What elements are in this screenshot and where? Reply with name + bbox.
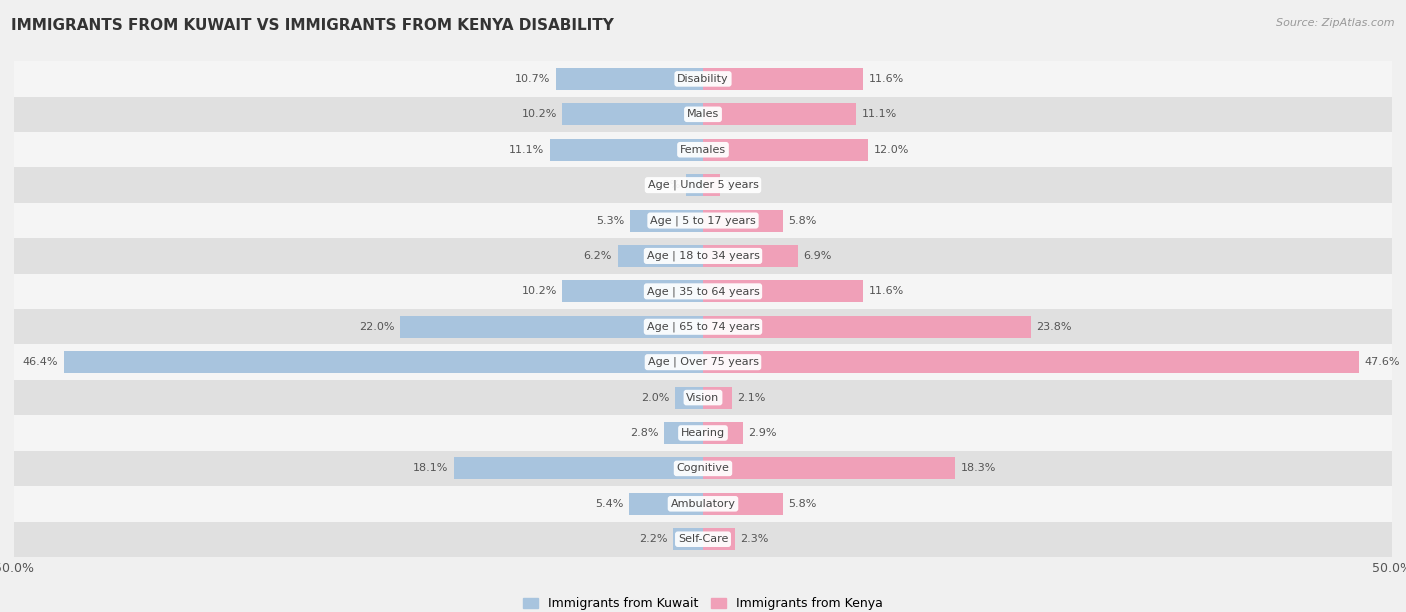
Bar — [703, 68, 863, 90]
Bar — [14, 238, 1392, 274]
Text: Age | 65 to 74 years: Age | 65 to 74 years — [647, 321, 759, 332]
Text: 10.2%: 10.2% — [522, 110, 557, 119]
Bar — [14, 132, 1392, 168]
Text: 11.1%: 11.1% — [862, 110, 897, 119]
Bar — [399, 316, 703, 338]
Bar — [703, 387, 733, 409]
Text: 10.2%: 10.2% — [522, 286, 557, 296]
Text: 6.9%: 6.9% — [804, 251, 832, 261]
Text: 18.1%: 18.1% — [413, 463, 449, 474]
Text: Age | Under 5 years: Age | Under 5 years — [648, 180, 758, 190]
Text: IMMIGRANTS FROM KUWAIT VS IMMIGRANTS FROM KENYA DISABILITY: IMMIGRANTS FROM KUWAIT VS IMMIGRANTS FRO… — [11, 18, 614, 34]
Text: 2.9%: 2.9% — [748, 428, 778, 438]
Text: Disability: Disability — [678, 74, 728, 84]
Text: 5.4%: 5.4% — [595, 499, 623, 509]
Text: 2.1%: 2.1% — [738, 392, 766, 403]
Text: Males: Males — [688, 110, 718, 119]
Text: 11.6%: 11.6% — [869, 286, 904, 296]
Text: 10.7%: 10.7% — [515, 74, 550, 84]
Bar — [14, 380, 1392, 416]
Bar — [686, 174, 703, 196]
Bar — [703, 209, 783, 231]
Text: Hearing: Hearing — [681, 428, 725, 438]
Text: 22.0%: 22.0% — [359, 322, 394, 332]
Bar — [14, 521, 1392, 557]
Bar — [703, 493, 783, 515]
Bar — [14, 61, 1392, 97]
Text: 11.6%: 11.6% — [869, 74, 904, 84]
Bar — [628, 493, 703, 515]
Text: Vision: Vision — [686, 392, 720, 403]
Text: 1.2%: 1.2% — [652, 180, 681, 190]
Bar — [555, 68, 703, 90]
Text: Age | 5 to 17 years: Age | 5 to 17 years — [650, 215, 756, 226]
Bar — [703, 316, 1031, 338]
Bar — [703, 422, 742, 444]
Text: Age | 35 to 64 years: Age | 35 to 64 years — [647, 286, 759, 297]
Bar — [675, 387, 703, 409]
Bar — [14, 97, 1392, 132]
Text: 47.6%: 47.6% — [1364, 357, 1400, 367]
Bar — [703, 174, 720, 196]
Text: 5.3%: 5.3% — [596, 215, 624, 226]
Bar — [14, 203, 1392, 238]
Bar — [562, 103, 703, 125]
Text: Self-Care: Self-Care — [678, 534, 728, 544]
Bar — [14, 450, 1392, 486]
Text: 23.8%: 23.8% — [1036, 322, 1071, 332]
Bar — [617, 245, 703, 267]
Bar — [550, 139, 703, 161]
Bar — [14, 274, 1392, 309]
Text: 6.2%: 6.2% — [583, 251, 612, 261]
Bar — [703, 528, 735, 550]
Text: 5.8%: 5.8% — [789, 499, 817, 509]
Bar — [63, 351, 703, 373]
Text: 46.4%: 46.4% — [22, 357, 58, 367]
Text: 2.8%: 2.8% — [630, 428, 659, 438]
Bar — [14, 309, 1392, 345]
Bar — [665, 422, 703, 444]
Text: 18.3%: 18.3% — [960, 463, 995, 474]
Bar — [703, 139, 869, 161]
Bar — [14, 486, 1392, 521]
Text: Age | 18 to 34 years: Age | 18 to 34 years — [647, 251, 759, 261]
Bar — [14, 168, 1392, 203]
Bar — [703, 103, 856, 125]
Text: Ambulatory: Ambulatory — [671, 499, 735, 509]
Legend: Immigrants from Kuwait, Immigrants from Kenya: Immigrants from Kuwait, Immigrants from … — [519, 592, 887, 612]
Text: 2.3%: 2.3% — [740, 534, 769, 544]
Bar — [14, 416, 1392, 450]
Bar — [703, 457, 955, 479]
Bar — [703, 245, 799, 267]
Bar — [672, 528, 703, 550]
Bar — [454, 457, 703, 479]
Bar — [562, 280, 703, 302]
Text: 12.0%: 12.0% — [875, 144, 910, 155]
Text: 5.8%: 5.8% — [789, 215, 817, 226]
Text: 2.0%: 2.0% — [641, 392, 669, 403]
Bar — [14, 345, 1392, 380]
Text: 2.2%: 2.2% — [638, 534, 668, 544]
Text: 1.2%: 1.2% — [725, 180, 754, 190]
Bar — [630, 209, 703, 231]
Text: 11.1%: 11.1% — [509, 144, 544, 155]
Text: Age | Over 75 years: Age | Over 75 years — [648, 357, 758, 367]
Text: Cognitive: Cognitive — [676, 463, 730, 474]
Bar — [703, 280, 863, 302]
Bar — [703, 351, 1358, 373]
Text: Source: ZipAtlas.com: Source: ZipAtlas.com — [1277, 18, 1395, 28]
Text: Females: Females — [681, 144, 725, 155]
